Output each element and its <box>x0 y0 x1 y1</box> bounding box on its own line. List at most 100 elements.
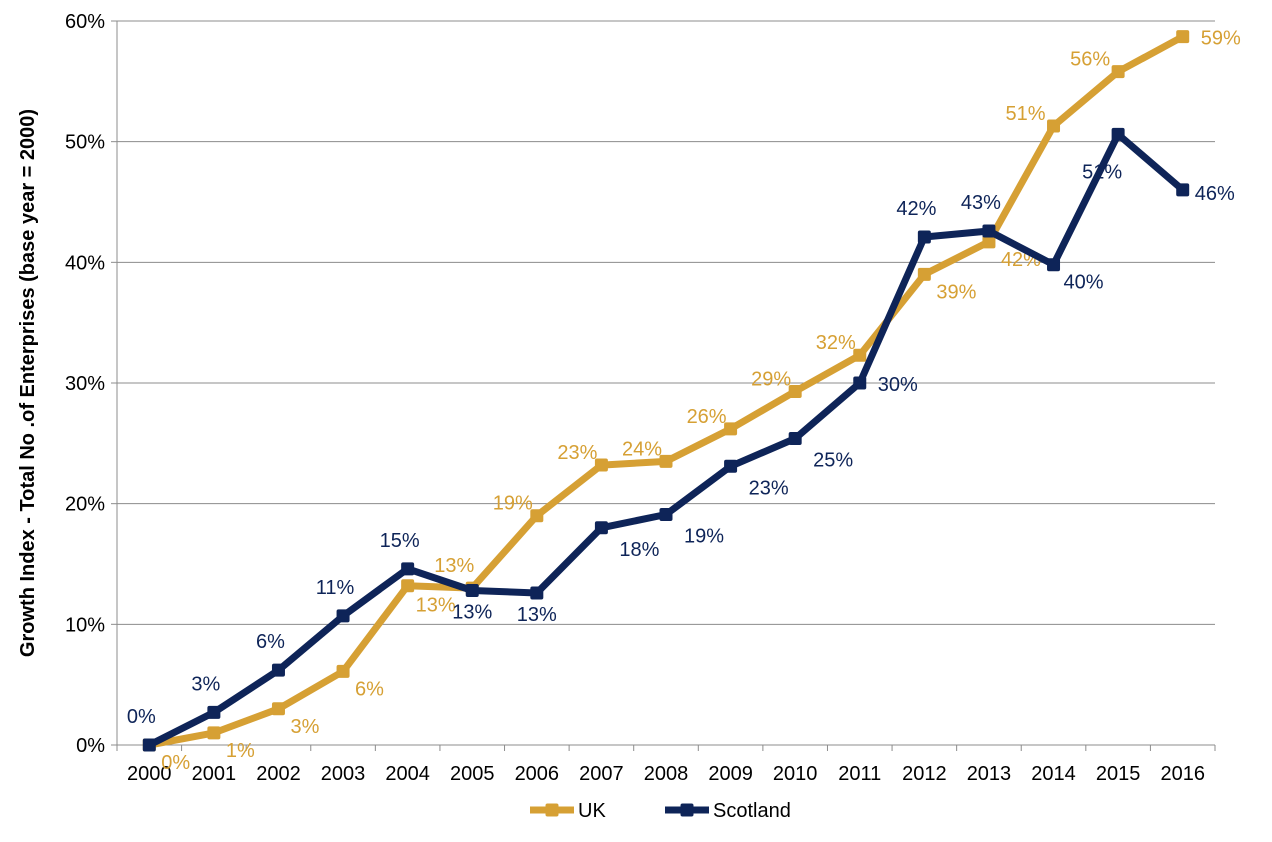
data-point <box>465 584 479 598</box>
legend-label: Scotland <box>713 800 791 822</box>
data-point <box>530 509 544 523</box>
x-tick-label: 2009 <box>708 763 753 785</box>
data-point <box>1047 258 1061 272</box>
data-label: 11% <box>316 577 355 599</box>
x-tick-label: 2005 <box>450 763 495 785</box>
data-point <box>788 384 802 398</box>
data-point <box>1176 30 1190 44</box>
legend-item-uk: UK <box>530 800 606 822</box>
y-axis: 0% 10% 20% 30% 40% 50% 60% <box>65 11 118 757</box>
data-point <box>853 348 867 362</box>
data-label: 23% <box>557 442 597 464</box>
data-point <box>917 230 931 244</box>
x-tick-label: 2000 <box>127 763 172 785</box>
x-tick-label: 2011 <box>838 763 881 785</box>
legend-swatch-marker <box>680 803 694 817</box>
data-label: 42% <box>896 198 936 220</box>
x-tick-label: 2002 <box>256 763 301 785</box>
x-tick-label: 2015 <box>1096 763 1141 785</box>
data-label: 59% <box>1201 28 1241 50</box>
x-tick-label: 2003 <box>321 763 366 785</box>
data-point <box>336 664 350 678</box>
data-label: 3% <box>191 673 220 695</box>
data-point <box>207 726 221 740</box>
data-point <box>271 702 285 716</box>
data-label: 29% <box>751 368 791 390</box>
y-tick-label: 60% <box>65 11 105 33</box>
data-label: 13% <box>434 555 474 577</box>
data-point <box>401 579 415 593</box>
series-scotland: 0%3%6%11%15%13% 13%18%19%23%25%30%42% 43%4… <box>127 127 1235 752</box>
data-point <box>401 562 415 576</box>
data-label: 30% <box>878 374 918 396</box>
x-axis: 2000 2001 2002 2003 2004 2005 2006 2007 2008 2009… <box>116 744 1216 785</box>
data-point <box>788 432 802 446</box>
x-tick-label: 2012 <box>902 763 947 785</box>
data-label: 13% <box>416 595 456 617</box>
data-point <box>659 508 673 522</box>
x-tick-label: 2014 <box>1031 763 1076 785</box>
x-tick-label: 2004 <box>385 763 430 785</box>
data-label: 6% <box>355 678 384 700</box>
data-label: 13% <box>452 602 492 624</box>
x-tick-label: 2016 <box>1160 763 1205 785</box>
data-point <box>1047 119 1061 133</box>
x-tick-label: 2010 <box>773 763 818 785</box>
x-tick-label: 2007 <box>579 763 624 785</box>
series-line <box>145 130 1187 749</box>
gridlines <box>117 20 1215 625</box>
series-line <box>145 33 1187 749</box>
data-point <box>336 609 350 623</box>
data-point <box>1111 65 1125 79</box>
data-label: 32% <box>816 332 856 354</box>
data-label: 56% <box>1070 49 1110 71</box>
data-label: 46% <box>1195 183 1235 205</box>
data-label: 6% <box>256 631 285 653</box>
data-point <box>1176 183 1190 197</box>
data-point <box>982 235 996 249</box>
data-point <box>724 422 738 436</box>
data-point <box>142 738 156 752</box>
x-tick-label: 2013 <box>967 763 1012 785</box>
data-point <box>207 705 221 719</box>
data-label: 40% <box>1064 272 1104 294</box>
series-uk: 0%1%3%6%13%13%19%23% 24%26%29%32%39%42%51… <box>142 28 1241 774</box>
x-tick-label: 2006 <box>515 763 560 785</box>
data-label: 3% <box>290 716 319 738</box>
data-point <box>659 454 673 468</box>
data-point <box>1111 127 1125 141</box>
series-group: 0%1%3%6%13%13%19%23% 24%26%29%32%39%42%51… <box>127 28 1241 774</box>
data-point <box>853 376 867 390</box>
y-tick-label: 20% <box>65 494 105 516</box>
y-tick-label: 0% <box>76 735 105 757</box>
data-label: 51% <box>1082 161 1122 183</box>
y-tick-label: 40% <box>65 252 105 274</box>
y-tick-label: 50% <box>65 132 105 154</box>
x-tick-label: 2008 <box>644 763 689 785</box>
y-tick-label: 10% <box>65 614 105 636</box>
data-label: 15% <box>380 530 420 552</box>
data-label: 25% <box>813 450 853 472</box>
data-label: 19% <box>493 493 533 515</box>
legend-item-scotland: Scotland <box>665 800 791 822</box>
data-label: 24% <box>622 438 662 460</box>
data-point <box>271 663 285 677</box>
legend: UK Scotland <box>530 800 791 822</box>
data-label: 18% <box>619 539 659 561</box>
data-label: 26% <box>687 406 727 428</box>
data-point <box>594 458 608 472</box>
legend-label: UK <box>578 800 606 822</box>
legend-swatch-marker <box>545 803 559 817</box>
data-point <box>530 586 544 600</box>
data-point <box>982 224 996 238</box>
data-label: 0% <box>161 752 190 774</box>
data-label: 1% <box>226 740 255 762</box>
y-axis-label: Growth Index - Total No .of Enterprises … <box>17 109 39 657</box>
data-label: 0% <box>127 706 156 728</box>
data-label: 51% <box>1006 103 1046 125</box>
data-label: 19% <box>684 526 724 548</box>
data-point <box>594 521 608 535</box>
data-point <box>917 267 931 281</box>
data-label: 43% <box>961 192 1001 214</box>
